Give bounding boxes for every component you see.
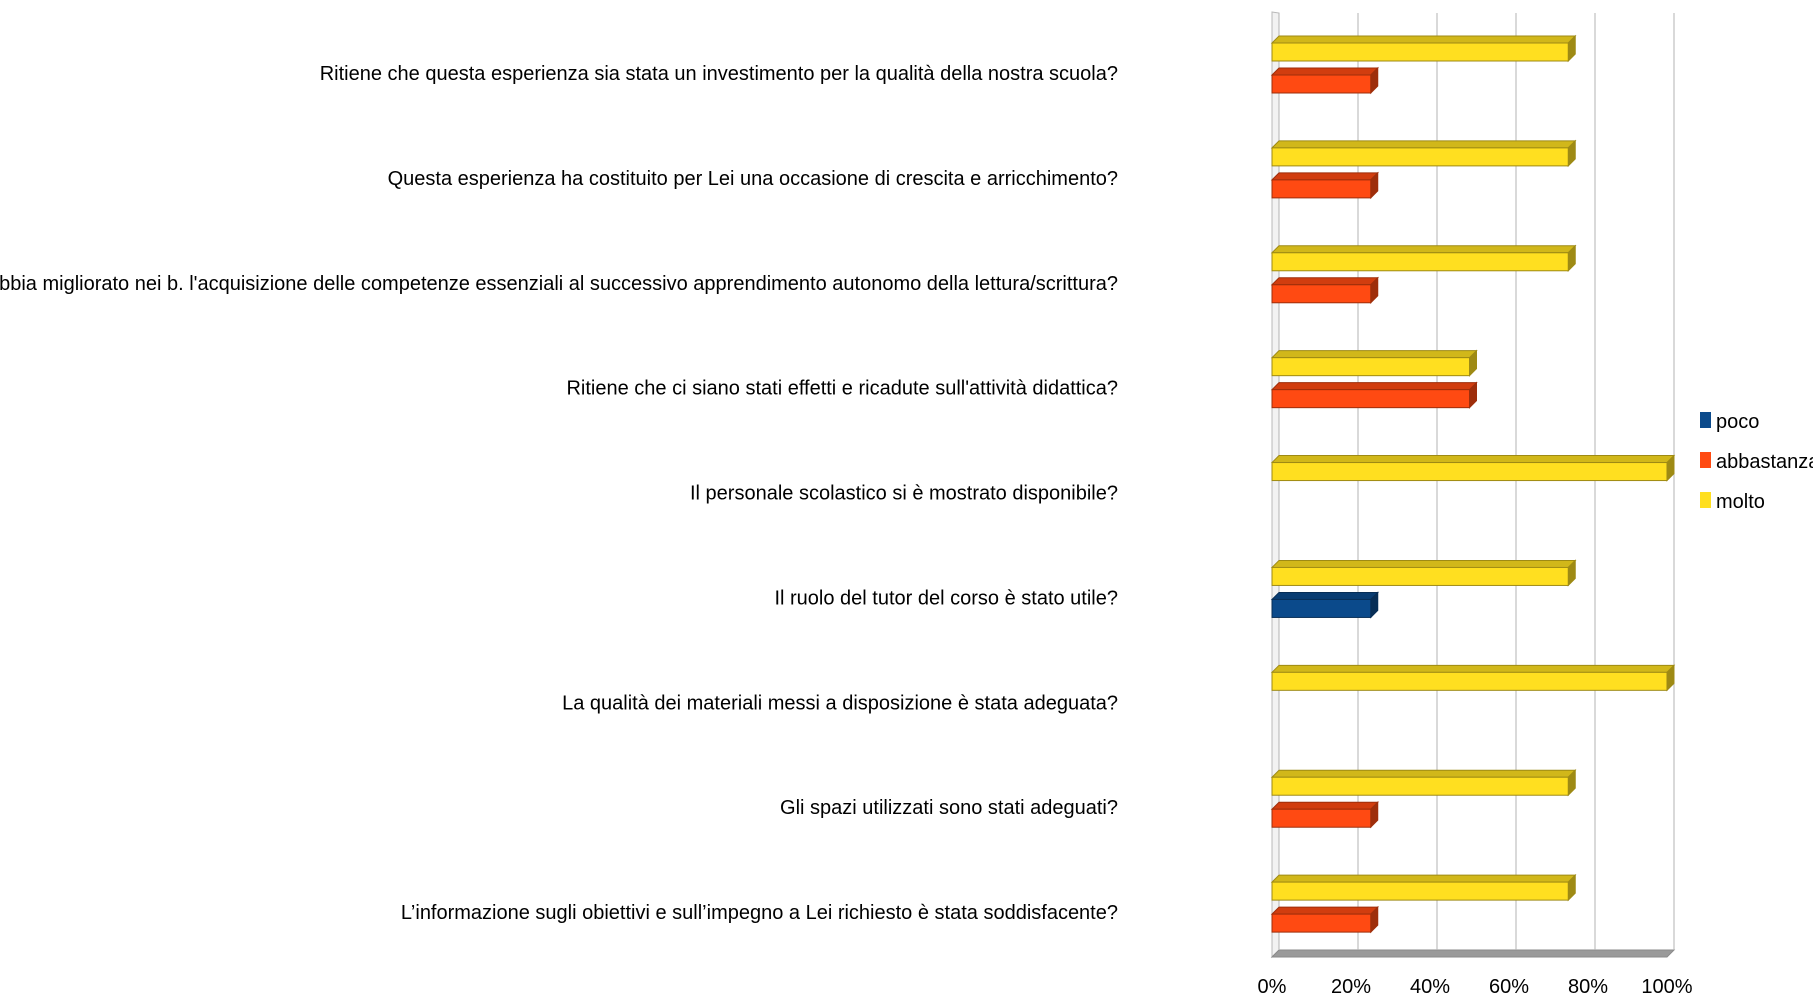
category-label: Il personale scolastico si è mostrato di… bbox=[690, 483, 1118, 505]
x-tick-label: 40% bbox=[1410, 976, 1450, 998]
bar-molto bbox=[1270, 873, 1577, 902]
bar-molto bbox=[1270, 244, 1577, 272]
x-axis-tick-labels: 0% 20% 40% 60% 80% 100% bbox=[1258, 976, 1693, 998]
bar-abbastanza bbox=[1270, 381, 1478, 409]
bar-molto bbox=[1270, 349, 1478, 377]
bar-abbastanza bbox=[1270, 171, 1379, 200]
bar-molto bbox=[1270, 559, 1577, 587]
category-label: Ritiene che il Pon abbia migliorato nei … bbox=[0, 273, 1118, 295]
bar-poco bbox=[1270, 591, 1379, 619]
legend-label: abbastanza bbox=[1716, 451, 1813, 473]
legend-swatch bbox=[1700, 412, 1711, 428]
bar-molto bbox=[1270, 769, 1577, 797]
legend-label: molto bbox=[1716, 491, 1765, 513]
bar-abbastanza bbox=[1270, 801, 1379, 829]
legend-label: poco bbox=[1716, 411, 1759, 433]
bar-abbastanza bbox=[1270, 66, 1379, 95]
legend: poco abbastanza molto bbox=[1700, 411, 1813, 513]
bar-abbastanza bbox=[1270, 276, 1379, 304]
bar-molto bbox=[1270, 139, 1577, 168]
category-labels: Ritiene che questa esperienza sia stata … bbox=[0, 63, 1118, 924]
bar-molto bbox=[1270, 34, 1577, 63]
category-label: La qualità dei materiali messi a disposi… bbox=[562, 692, 1118, 714]
category-label: Il ruolo del tutor del corso è stato uti… bbox=[774, 587, 1118, 609]
x-tick-label: 60% bbox=[1489, 976, 1529, 998]
bar-molto bbox=[1270, 664, 1676, 692]
x-tick-label: 100% bbox=[1641, 976, 1692, 998]
bar-molto bbox=[1270, 454, 1676, 482]
x-tick-label: 80% bbox=[1568, 976, 1608, 998]
category-label: Gli spazi utilizzati sono stati adeguati… bbox=[780, 797, 1118, 819]
bars bbox=[1270, 34, 1676, 934]
category-label: Questa esperienza ha costituito per Lei … bbox=[388, 168, 1118, 190]
floor bbox=[1270, 949, 1676, 958]
legend-swatch bbox=[1700, 492, 1711, 508]
x-tick-label: 0% bbox=[1258, 976, 1287, 998]
legend-swatch bbox=[1700, 452, 1711, 468]
bar-abbastanza bbox=[1270, 905, 1379, 934]
category-label: Ritiene che questa esperienza sia stata … bbox=[320, 63, 1118, 85]
x-tick-label: 20% bbox=[1331, 976, 1371, 998]
category-label: Ritiene che ci siano stati effetti e ric… bbox=[566, 378, 1118, 400]
category-label: L’informazione sugli obiettivi e sull’im… bbox=[401, 902, 1118, 924]
